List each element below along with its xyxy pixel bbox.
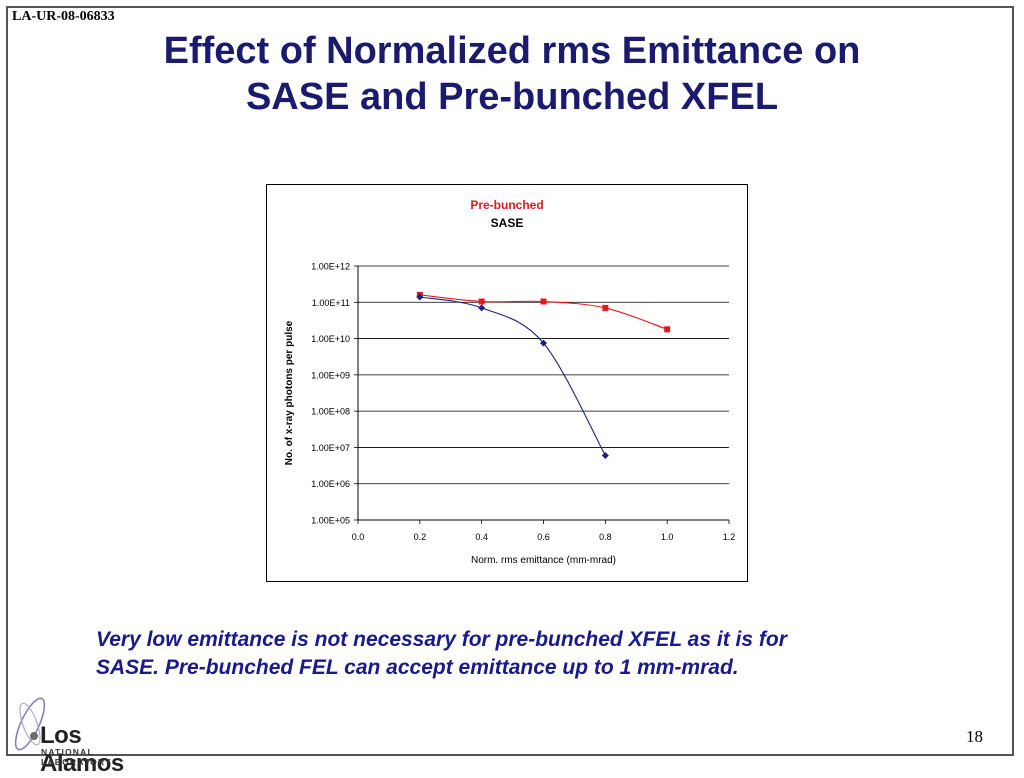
y-tick-label: 1.00E+06 (311, 479, 350, 489)
legend-entry-pre-bunched: Pre-bunched (470, 198, 543, 212)
y-tick-label: 1.00E+08 (311, 407, 350, 417)
y-tick-label: 1.00E+05 (311, 516, 350, 526)
sase-series-line (419, 296, 606, 456)
caption-line-2: SASE. Pre-bunched FEL can accept emittan… (96, 656, 739, 679)
chart-axes (354, 265, 730, 524)
x-tick-label: 0.6 (537, 532, 550, 542)
x-axis-label: Norm. rms emittance (mm-mrad) (471, 555, 616, 566)
y-tick-label: 1.00E+10 (311, 334, 350, 344)
slide-title-line-2: SASE and Pre-bunched XFEL (245, 76, 779, 118)
slide-title-line-1: Effect of Normalized rms Emittance on (163, 30, 861, 72)
x-tick-label: 0.2 (414, 532, 427, 542)
sase-data-point (540, 339, 547, 347)
los-alamos-logo: Los Alamos NATIONAL LABORATORY (8, 692, 158, 777)
chart-container: Pre-bunched SASE 1.00E+05 1.00E+06 1.00E+07… (266, 184, 748, 582)
emittance-chart: Pre-bunched SASE 1.00E+05 1.00E+06 1.00E+07… (284, 198, 736, 566)
slide-frame (6, 6, 1014, 756)
y-tick-label: 1.00E+11 (312, 298, 350, 308)
x-tick-label: 0.4 (475, 532, 488, 542)
slide-caption: Very low emittance is not necessary for … (96, 626, 976, 682)
pre-bunched-data-point (602, 304, 609, 311)
y-tick-label: 1.00E+12 (311, 262, 350, 272)
logo-subtext: NATIONAL LABORATORY (41, 747, 112, 767)
x-tick-label: 1.2 (723, 532, 736, 542)
pre-bunched-data-point (664, 326, 671, 333)
sase-data-point (601, 451, 609, 459)
chart-legend: Pre-bunched SASE (470, 198, 543, 230)
page-number: 18 (966, 727, 983, 746)
legend-entry-sase: SASE (491, 216, 524, 230)
y-axis-label: No. of x-ray photons per pulse (284, 320, 295, 465)
x-tick-labels: 0.0 0.2 0.4 0.6 0.8 1.0 1.2 (352, 532, 736, 542)
x-tick-label: 0.0 (352, 532, 365, 542)
chart-gridlines (358, 265, 729, 485)
slide-title: Effect of Normalized rms Emittance on SA… (40, 28, 984, 120)
x-tick-label: 0.8 (599, 532, 612, 542)
pre-bunched-data-point (478, 298, 485, 305)
y-tick-label: 1.00E+09 (311, 370, 350, 380)
caption-line-1: Very low emittance is not necessary for … (96, 628, 787, 651)
x-tick-label: 1.0 (661, 532, 674, 542)
report-id: LA-UR-08-06833 (12, 9, 115, 24)
chart-series (416, 291, 671, 459)
sase-data-point (416, 293, 424, 301)
y-tick-labels: 1.00E+05 1.00E+06 1.00E+07 1.00E+08 1.00E+09… (311, 262, 350, 526)
pre-bunched-data-point (540, 298, 547, 305)
sase-data-point (478, 304, 486, 312)
y-tick-label: 1.00E+07 (311, 443, 350, 453)
atom-orbit-icon (14, 697, 46, 751)
